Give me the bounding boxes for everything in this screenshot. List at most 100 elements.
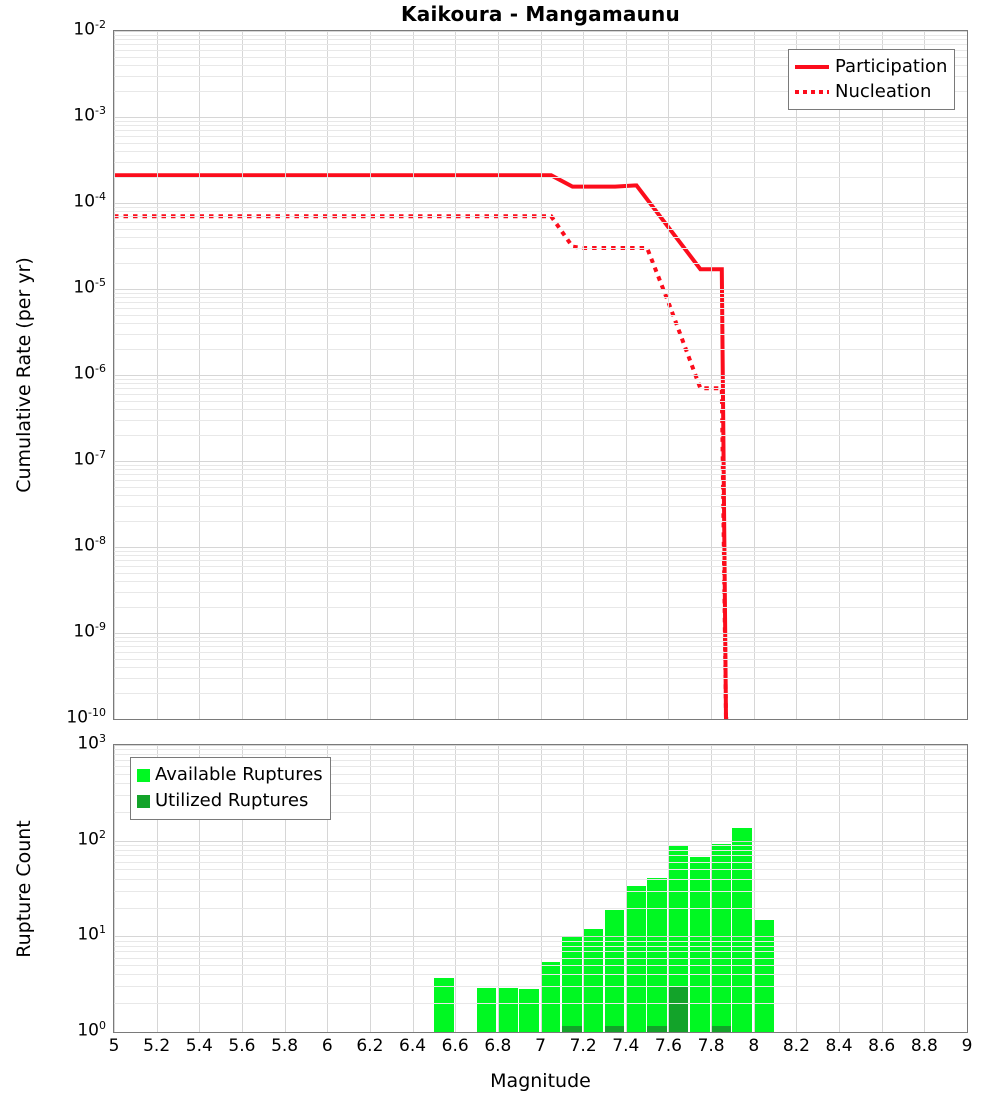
y-tick-label: 10-4 [73, 190, 106, 212]
gridline-horizontal [114, 936, 967, 937]
rupture-legend: Available Ruptures Utilized Ruptures [130, 757, 331, 820]
gridline-horizontal-minor [114, 57, 967, 58]
gridline-horizontal-minor [114, 774, 967, 775]
mfd-curves [114, 173, 729, 719]
y-tick-label: 10-7 [73, 448, 106, 470]
gridline-horizontal-minor [114, 323, 967, 324]
gridline-horizontal [114, 633, 967, 634]
gridline-horizontal-minor [114, 121, 967, 122]
gridline-horizontal-minor [114, 162, 967, 163]
gridline-horizontal [114, 719, 967, 720]
gridline-horizontal-minor [114, 388, 967, 389]
y-tick-label: 102 [77, 827, 106, 850]
bar-segment-utilized [604, 1026, 625, 1032]
gridline-horizontal-minor [114, 495, 967, 496]
x-tick-label: 8.4 [825, 1036, 853, 1056]
rupture-bar [476, 987, 497, 1032]
gridline-vertical [157, 745, 158, 1032]
gridline-vertical [796, 745, 797, 1032]
gridline-horizontal-minor [114, 908, 967, 909]
bar-segment-utilized [668, 986, 689, 1032]
rupture-bar [497, 987, 518, 1032]
gridline-horizontal-minor [114, 143, 967, 144]
gridline-horizontal-minor [114, 302, 967, 303]
gridline-horizontal-minor [114, 383, 967, 384]
rupture-bar [519, 989, 539, 1032]
gridline-horizontal-minor [114, 521, 967, 522]
gridline-vertical [285, 745, 286, 1032]
gridline-horizontal-minor [114, 293, 967, 294]
gridline-horizontal-minor [114, 812, 967, 813]
gridline-vertical [967, 31, 968, 719]
gridline-horizontal-minor [114, 506, 967, 507]
x-tick-label: 5.6 [228, 1036, 256, 1056]
gridline-horizontal [114, 375, 967, 376]
bar-segment-available [604, 909, 625, 1032]
gridline-vertical [583, 745, 584, 1032]
gridline-horizontal-minor [114, 349, 967, 350]
legend-label: Participation [835, 55, 948, 77]
gridline-horizontal-minor [114, 420, 967, 421]
legend-item: Available Ruptures [137, 762, 323, 788]
bottom-panel-y-axis-label: Rupture Count [13, 819, 35, 958]
y-tick-label: 10-10 [66, 706, 106, 728]
rupture-bar [540, 961, 561, 1032]
gridline-horizontal-minor [114, 754, 967, 755]
y-tick-label: 103 [77, 732, 106, 754]
gridline-horizontal [114, 117, 967, 118]
gridline-vertical [455, 745, 456, 1032]
y-tick-label: 10-8 [73, 534, 106, 556]
gridline-horizontal-minor [114, 869, 967, 870]
gridline-vertical [711, 745, 712, 1032]
gridline-horizontal-minor [114, 334, 967, 335]
legend-item: Nucleation [795, 79, 947, 104]
gridline-horizontal-minor [114, 480, 967, 481]
gridline-vertical [114, 745, 115, 1032]
gridline-horizontal [114, 841, 967, 842]
legend-item: Participation [795, 54, 947, 79]
bar-segment-available [561, 936, 582, 1032]
rupture-bar [732, 828, 753, 1032]
x-tick-label: 6.2 [356, 1036, 384, 1056]
bar-segment-utilized [647, 1026, 667, 1032]
x-axis-label: Magnitude [490, 1070, 591, 1092]
mfd-curve-nucleation [114, 214, 729, 719]
gridline-horizontal-minor [114, 646, 967, 647]
gridline-horizontal-minor [114, 39, 967, 40]
legend-label: Nucleation [835, 80, 932, 102]
bar-segment-available [433, 977, 454, 1032]
gridline-horizontal-minor [114, 1003, 967, 1004]
gridline-horizontal-minor [114, 855, 967, 856]
gridline-horizontal-minor [114, 951, 967, 952]
rupture-bar [668, 845, 689, 1032]
x-tick-label: 7.4 [612, 1036, 640, 1056]
gridline-horizontal [114, 31, 967, 32]
gridline-horizontal-minor [114, 941, 967, 942]
gridline-vertical [199, 745, 200, 1032]
rupture-bar [604, 909, 625, 1032]
gridline-horizontal-minor [114, 229, 967, 230]
gridline-horizontal-minor [114, 248, 967, 249]
gridline-vertical [370, 745, 371, 1032]
gridline-horizontal-minor [114, 783, 967, 784]
x-tick-label: 7.6 [654, 1036, 682, 1056]
gridline-horizontal-minor [114, 581, 967, 582]
x-tick-label: 6 [321, 1036, 333, 1056]
gridline-horizontal-minor [114, 652, 967, 653]
gridline-horizontal-minor [114, 641, 967, 642]
gridline-vertical [498, 745, 499, 1032]
y-tick-label: 10-5 [73, 276, 106, 298]
x-tick-label: 9 [961, 1036, 973, 1056]
gridline-horizontal-minor [114, 749, 967, 750]
gridline-horizontal-minor [114, 297, 967, 298]
gridline-horizontal [114, 289, 967, 290]
gridline-horizontal [114, 745, 967, 746]
gridline-horizontal-minor [114, 125, 967, 126]
gridline-horizontal-minor [114, 44, 967, 45]
rupture-bar [583, 928, 603, 1032]
gridline-horizontal-minor [114, 263, 967, 264]
gridline-horizontal-minor [114, 469, 967, 470]
gridline-horizontal-minor [114, 379, 967, 380]
gridline-horizontal-minor [114, 667, 967, 668]
gridline-horizontal-minor [114, 91, 967, 92]
